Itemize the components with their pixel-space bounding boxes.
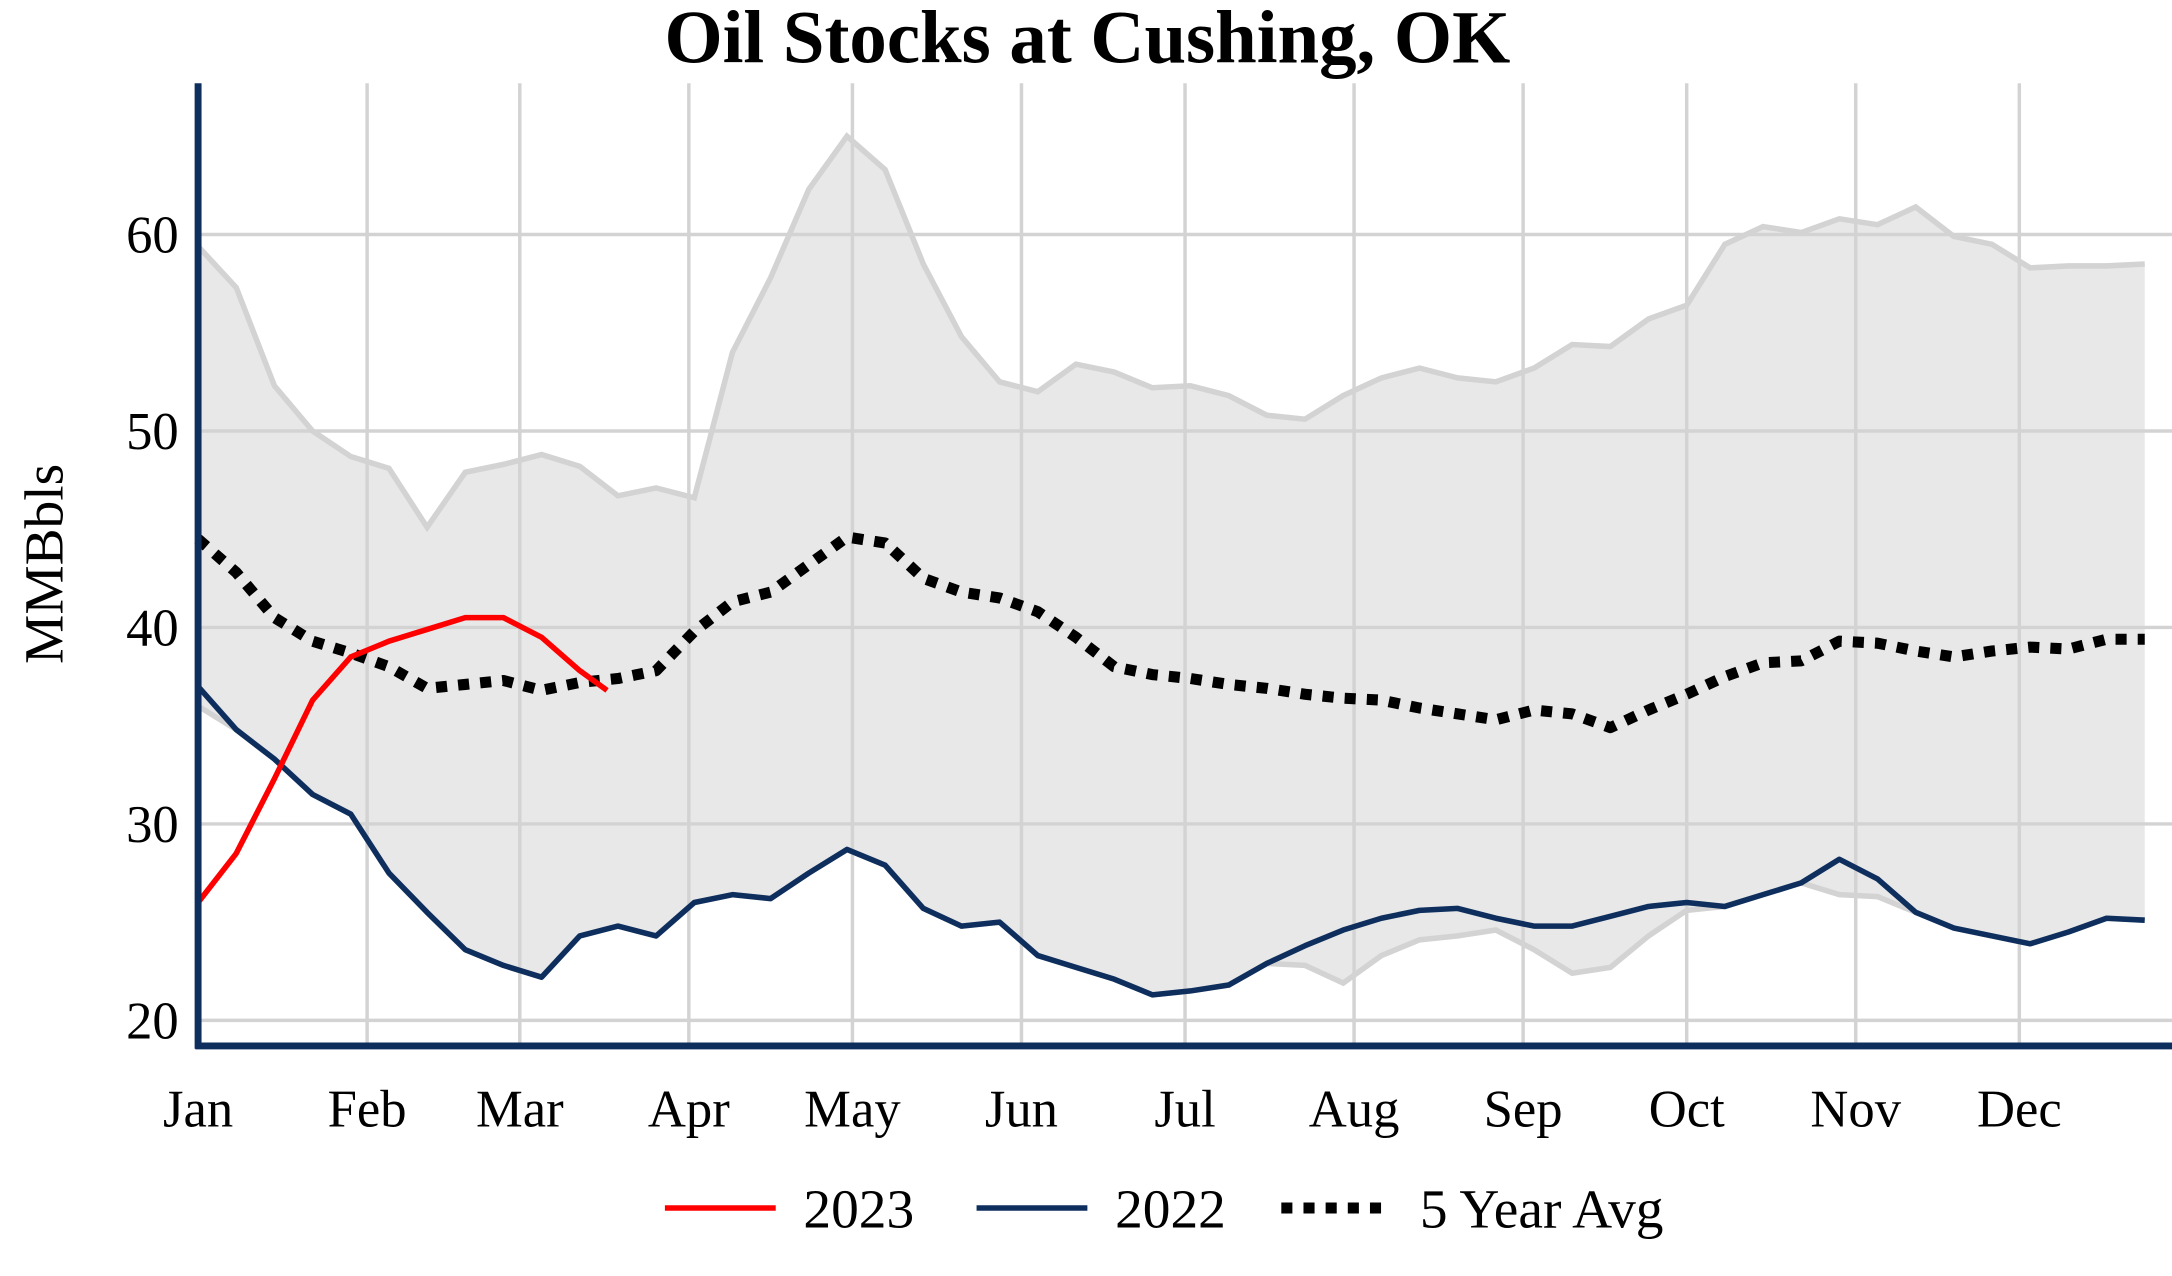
x-tick-label: Mar — [476, 1080, 564, 1138]
x-tick-label: May — [804, 1080, 901, 1138]
series-line — [196, 684, 2145, 998]
x-tick-label: Apr — [648, 1080, 730, 1138]
range-band — [198, 136, 2145, 995]
x-tick-label: Jul — [1154, 1080, 1215, 1138]
x-tick-label: Dec — [1977, 1080, 2062, 1138]
x-tick-label: Sep — [1484, 1080, 1563, 1138]
x-tick-label: Aug — [1309, 1080, 1400, 1138]
x-tick-label: Nov — [1810, 1080, 1901, 1138]
y-tick-label: 20 — [126, 992, 179, 1050]
chart-title: Oil Stocks at Cushing, OK — [664, 0, 1510, 79]
y-tick-label: 50 — [126, 403, 179, 461]
x-tick-label: Jan — [163, 1080, 233, 1138]
series-line — [195, 614, 609, 905]
series-line — [194, 531, 2145, 734]
legend-label: 2022 — [1115, 1178, 1226, 1239]
y-axis-label: MMBbls — [13, 464, 74, 664]
legend-label: 2023 — [803, 1178, 914, 1239]
y-tick-label: 60 — [126, 207, 179, 265]
x-tick-label: Feb — [328, 1080, 407, 1138]
x-tick-label: Oct — [1649, 1080, 1725, 1138]
y-tick-label: 40 — [126, 599, 179, 657]
legend-label: 5 Year Avg — [1420, 1178, 1664, 1239]
y-tick-label: 30 — [126, 796, 179, 854]
x-tick-label: Jun — [985, 1080, 1058, 1138]
band-edge — [196, 132, 2145, 533]
